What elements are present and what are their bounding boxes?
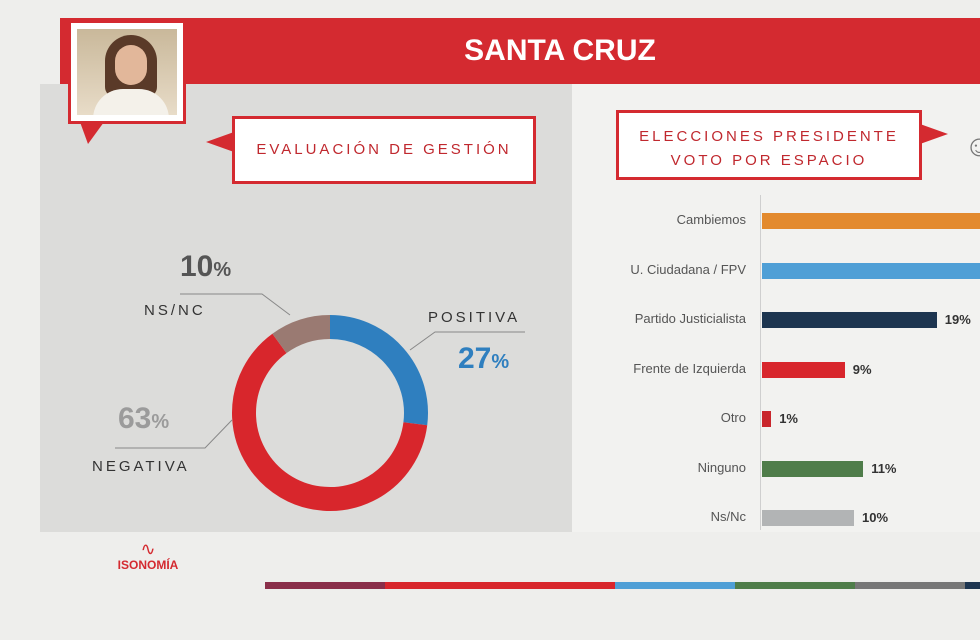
evaluation-heading: EVALUACIÓN DE GESTIÓN [232, 116, 536, 184]
nsnc-percent: 10% [180, 250, 232, 283]
bar [762, 411, 772, 427]
bar-category-label: Ninguno [697, 459, 746, 475]
callout-pointer [920, 124, 948, 144]
isonomia-logo: ∿ ISONOMÍA [108, 540, 188, 572]
footer-stripe-segment [735, 582, 855, 589]
governor-photo [68, 20, 186, 124]
photo-callout-tail [80, 122, 104, 144]
leader-line-positiva [409, 331, 525, 351]
footer-stripe-segment [265, 582, 385, 589]
bar-value-label: 9% [852, 361, 872, 377]
bar-category-label: Frente de Izquierda [633, 360, 746, 376]
footer-stripe-segment [965, 582, 980, 589]
elections-heading-line2: VOTO POR ESPACIO [670, 152, 868, 169]
bar-value-label: 11% [871, 460, 897, 476]
header-bar [60, 18, 980, 84]
donut-slice-positiva [329, 315, 428, 426]
bar-value-label: 19% [944, 312, 971, 327]
positiva-label: POSITIVA [428, 309, 521, 326]
logo-mark-icon: ∿ [140, 539, 156, 559]
bar-category-label: U. Ciudadana / FPV [630, 261, 746, 277]
leader-line-nsnc [180, 293, 291, 316]
bar-category-label: Partido Justicialista [634, 311, 746, 326]
positiva-value: 27 [458, 342, 492, 375]
page-title: SANTA CRUZ [464, 34, 656, 67]
bar [762, 361, 845, 378]
negativa-label: NEGATIVA [92, 458, 190, 475]
footer-stripe-segment [855, 582, 965, 589]
footer-stripe-segment [385, 582, 615, 589]
elections-heading-line1: ELECCIONES PRESIDENTE [639, 128, 899, 145]
leader-line-negativa [115, 419, 233, 449]
donut-slice-nsnc [272, 315, 331, 354]
nsnc-value: 10 [180, 250, 214, 283]
positiva-percent: 27% [458, 342, 510, 375]
bar-category-label: Ns/Nc [710, 509, 746, 524]
bar [762, 460, 864, 477]
negativa-percent: 63% [118, 402, 170, 435]
user-icon: ☺ [964, 130, 980, 163]
bar [762, 262, 980, 279]
bar [762, 510, 854, 526]
donut-slice-negativa [232, 333, 428, 511]
bar-value-label: 1% [779, 411, 798, 426]
nsnc-label: NS/NC [144, 302, 206, 319]
logo-text: ISONOMÍA [117, 558, 179, 572]
bar-category-label: Otro [720, 410, 746, 425]
elections-heading: ELECCIONES PRESIDENTE VOTO POR ESPACIO [616, 110, 922, 180]
callout-pointer [206, 132, 234, 152]
bar-category-label: Cambiemos [676, 212, 746, 227]
negativa-value: 63 [118, 402, 152, 435]
bar-value-label: 10% [862, 510, 889, 525]
bar [762, 312, 937, 328]
bar-axis [760, 195, 761, 530]
bar [762, 213, 980, 229]
footer-stripe-segment [615, 582, 735, 589]
